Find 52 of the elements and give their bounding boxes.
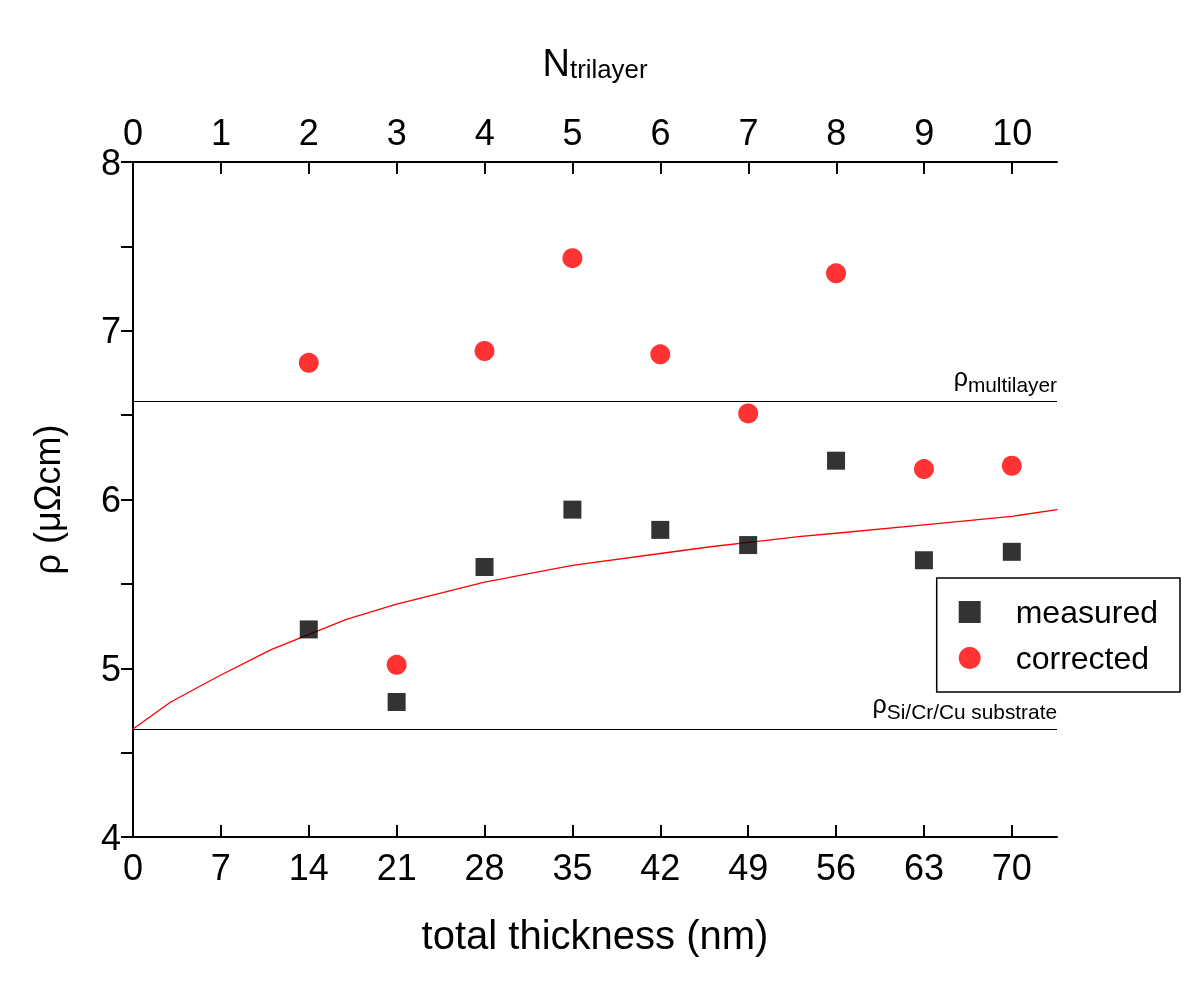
point [913,459,934,480]
x-tick-label: 7 [210,846,231,888]
point [738,403,759,424]
point [739,536,758,555]
x-tick-label: 21 [376,846,417,888]
x-tick-label: 35 [552,846,593,888]
x2-tick-label: 3 [386,111,407,153]
y-tick-label: 5 [100,647,121,689]
x2-tick-label: 0 [122,111,144,153]
point [914,551,933,570]
x2-tick-label: 6 [650,111,671,153]
ref-line-label: ρ$_{Si/Cr/Cu substrate}$ [872,690,1057,724]
x2-axis-title: Ntrilayer [542,42,648,84]
ref-line-label: ρ$_{multilayer}$ [953,362,1057,396]
x-tick-label: 14 [288,846,329,888]
x2-tick-label: 5 [562,111,583,153]
point [826,263,847,284]
point [387,693,406,711]
point [1001,455,1022,476]
x2-tick-label: 8 [826,111,847,153]
x-tick-label: 70 [991,846,1032,888]
x-tick-label: 42 [640,846,681,888]
x2-tick-label: 4 [474,111,495,153]
x-axis-title: total thickness (nm) [421,913,769,957]
point [1002,542,1021,561]
x-tick-label: 28 [464,846,505,888]
x2-tick-label: 7 [738,111,759,153]
x-tick-label: 49 [728,846,769,888]
x2-tick-label: 9 [914,111,935,153]
x2-tick-label: 10 [992,111,1033,153]
x-tick-label: 0 [122,846,144,888]
point [562,248,583,269]
x2-tick-label: 1 [210,111,231,153]
y-tick-label: 4 [100,816,121,858]
point [474,341,495,361]
y-tick-label: 7 [100,310,121,352]
point [650,344,671,365]
legend-label: measured [1015,594,1158,630]
point [563,500,582,519]
y-tick-label: 8 [100,141,121,183]
x-tick-label: 63 [903,846,944,888]
x2-tick-label: 2 [298,111,319,153]
y-axis-title: ρ (μΩcm) [26,424,68,575]
point [827,451,846,470]
point [299,620,318,639]
point [386,654,407,675]
point [651,520,670,539]
point [475,558,494,576]
x-tick-label: 56 [816,846,857,888]
legend-label: corrected [1015,640,1150,676]
y-tick-label: 6 [100,479,121,520]
point [298,352,319,373]
